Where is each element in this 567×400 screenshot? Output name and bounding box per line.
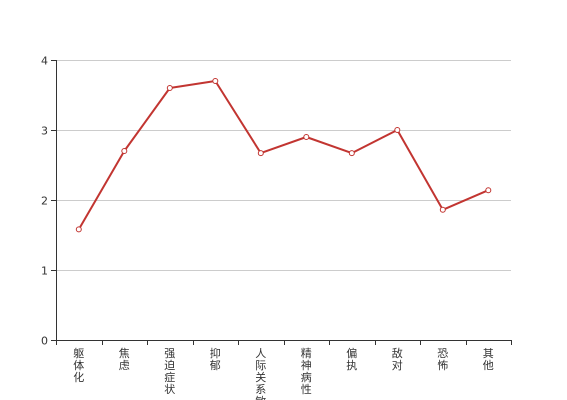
axes xyxy=(51,60,512,345)
x-tick-label: 偏执 xyxy=(346,346,357,372)
x-tick-labels: 躯体化 焦虑 强迫症状 抑郁 人际关系敏感 精神病性 偏执 敌对 恐怖 其他 xyxy=(73,346,494,400)
y-tick-label: 1 xyxy=(41,265,48,278)
data-point[interactable] xyxy=(348,150,355,157)
x-tick-label: 抑郁 xyxy=(210,346,221,372)
data-point[interactable] xyxy=(212,78,219,84)
grid-lines xyxy=(56,60,511,271)
x-tick-label: 恐怖 xyxy=(437,347,448,372)
x-tick-label: 躯体化 xyxy=(73,347,84,384)
series-layer xyxy=(75,78,492,233)
data-point[interactable] xyxy=(75,226,82,233)
x-tick-label: 其他 xyxy=(483,347,494,372)
y-tick-labels: 0 1 2 3 4 xyxy=(41,55,48,348)
x-tick-label: 强迫症状 xyxy=(164,347,175,396)
x-tick-label: 焦虑 xyxy=(119,347,130,372)
x-tick-label: 敌对 xyxy=(392,346,403,372)
data-point[interactable] xyxy=(303,134,310,140)
x-tick-label: 精神病性 xyxy=(301,347,312,396)
y-tick-label: 4 xyxy=(41,55,48,68)
data-point[interactable] xyxy=(485,187,492,194)
series-line xyxy=(77,80,490,231)
y-tick-label: 0 xyxy=(41,335,48,348)
data-point[interactable] xyxy=(121,148,128,154)
y-tick-label: 2 xyxy=(41,195,48,208)
data-point[interactable] xyxy=(166,85,173,91)
data-point[interactable] xyxy=(257,150,264,157)
data-point[interactable] xyxy=(394,127,401,133)
data-point[interactable] xyxy=(439,206,446,213)
x-tick-label: 人际关系敏感 xyxy=(255,347,266,400)
y-tick-label: 3 xyxy=(41,125,48,138)
